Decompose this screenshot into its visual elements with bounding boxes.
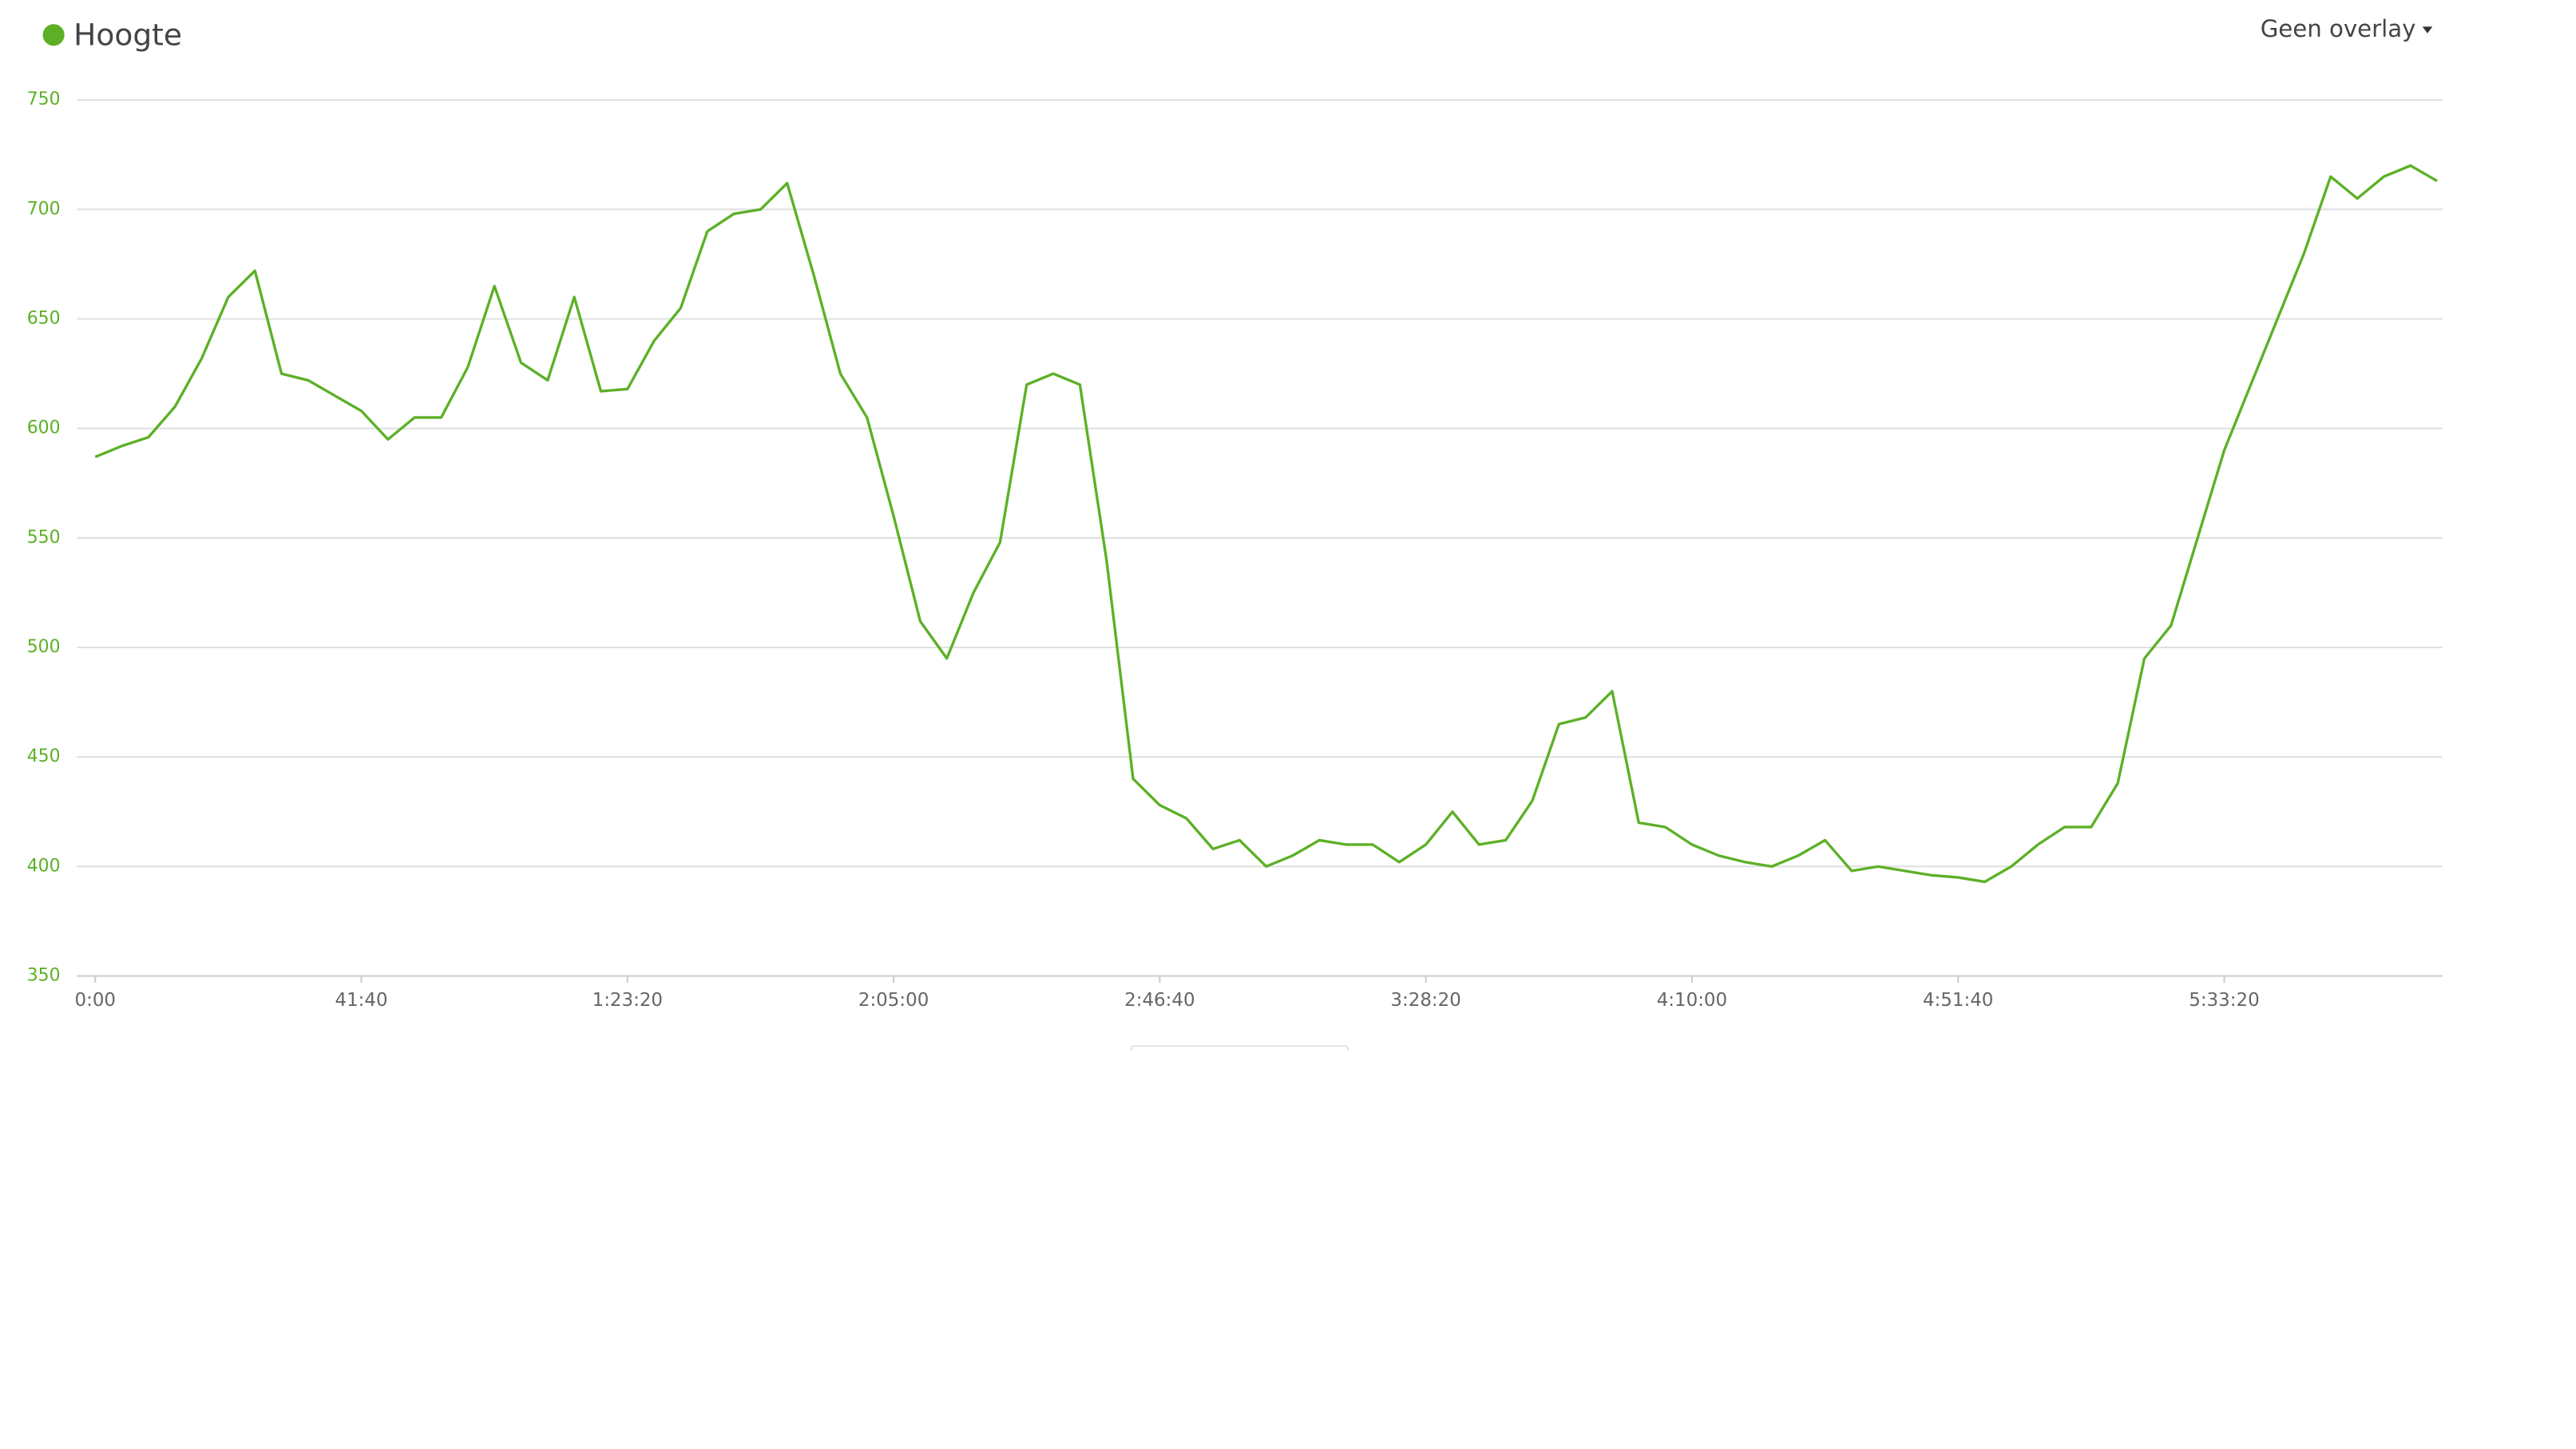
y-tick-label: 400 <box>27 856 61 876</box>
overlay-dropdown[interactable]: Geen overlay <box>2261 15 2433 42</box>
x-tick-label: 1:23:20 <box>592 990 663 1011</box>
x-tick-label: 4:10:00 <box>1657 990 1727 1011</box>
x-tick-label: 2:05:00 <box>858 990 929 1011</box>
y-tick-label: 550 <box>27 528 61 548</box>
legend-label: Hoogte <box>73 17 182 52</box>
x-tick-label: 4:51:40 <box>1923 990 1993 1011</box>
y-tick-label: 600 <box>27 418 61 438</box>
elevation-line <box>94 164 2438 884</box>
x-tick-label: 0:00 <box>75 990 117 1011</box>
dropdown-arrow[interactable] <box>2422 26 2433 34</box>
x-tick-label: 41:40 <box>335 990 387 1011</box>
tab-outline <box>1130 1045 1349 1051</box>
y-tick-label: 350 <box>27 966 61 986</box>
overlay-label[interactable]: Geen overlay <box>2261 15 2416 42</box>
y-tick-label: 450 <box>27 746 61 766</box>
x-tick-label: 2:46:40 <box>1124 990 1195 1011</box>
y-tick-label: 500 <box>27 637 61 657</box>
x-tick-label: 3:28:20 <box>1390 990 1460 1011</box>
x-tick-label: 5:33:20 <box>2189 990 2259 1011</box>
y-tick-label: 750 <box>27 89 61 109</box>
legend-dot <box>42 24 65 46</box>
y-tick-label: 650 <box>27 309 61 329</box>
y-tick-label: 700 <box>27 199 61 219</box>
